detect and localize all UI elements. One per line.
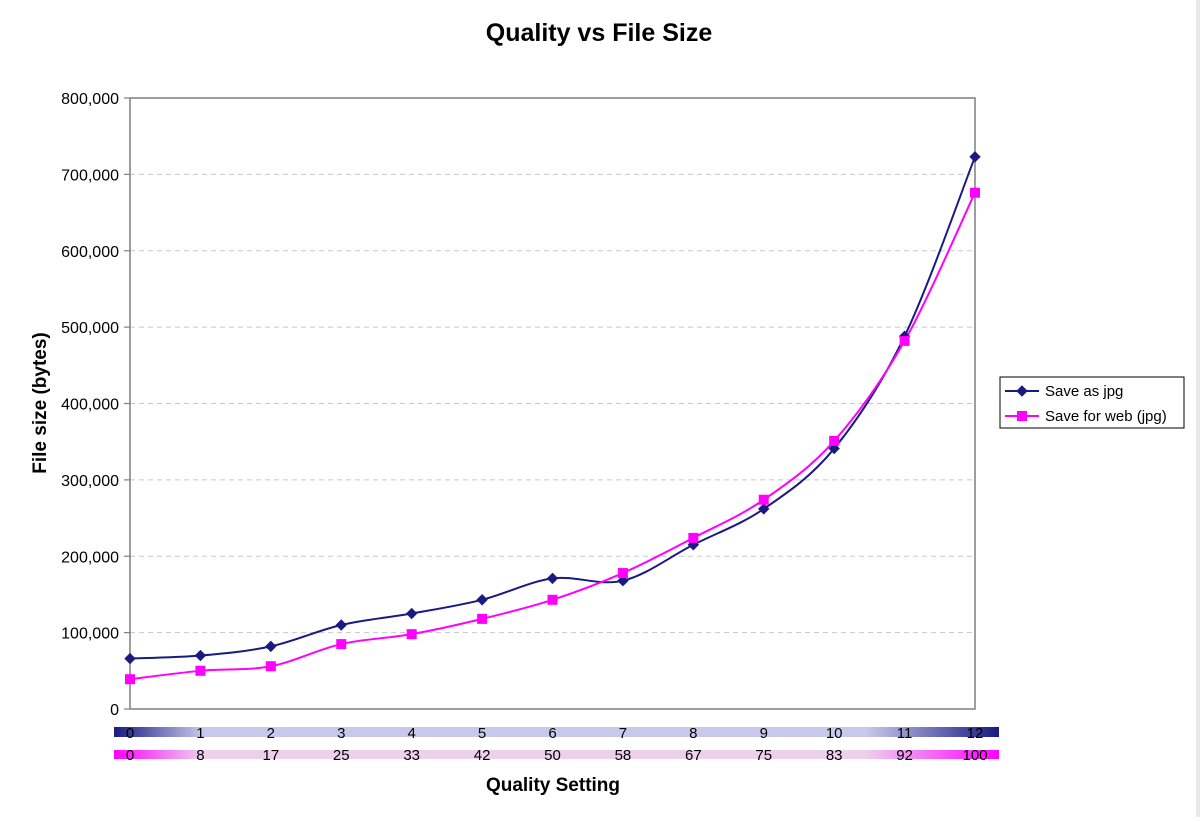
data-point [406,629,417,640]
data-point [476,594,488,606]
x-tick-label-secondary: 92 [896,747,913,764]
plot-area [129,97,976,710]
y-axis: 0 100,000 200,000 300,000 400,000 500,000 600,… [61,91,130,719]
x-tick-label-primary: 11 [897,725,913,742]
legend-marker [1017,411,1027,421]
data-point [336,639,347,650]
data-point [828,442,840,455]
x-tick-label-primary: 12 [967,725,984,742]
data-point [195,665,206,676]
legend: Save as jpg Save for web (jpg) [999,376,1185,429]
x-tick-label-secondary: 75 [755,747,772,764]
x-tick-label-secondary: 42 [474,747,491,764]
x-tick-label-primary: 8 [689,725,697,742]
x-tick-label-secondary: 8 [196,747,204,764]
y-tick-label: 800,000 [61,91,119,108]
x-tick-label-secondary: 58 [615,747,632,764]
series-layer [124,151,981,685]
data-point [617,574,629,587]
gridlines [130,173,975,634]
data-point [547,594,558,605]
x-tick-label-secondary: 100 [962,747,987,764]
y-tick-label: 600,000 [61,244,119,261]
data-point [124,652,136,665]
x-axis-primary-band [114,727,999,737]
x-tick-label-secondary: 17 [262,747,279,764]
data-point [899,335,910,346]
x-tick-label-secondary: 25 [333,747,350,764]
data-point [970,187,980,198]
right-edge-shadow [1196,0,1200,817]
x-tick-label-primary: 3 [337,725,345,742]
data-point [265,640,277,653]
y-axis-title: File size (bytes) [30,332,51,474]
x-tick-label-primary: 6 [548,725,556,742]
data-point [405,607,418,620]
y-tick-label: 100,000 [61,626,119,643]
data-point [688,532,699,543]
y-tick-label: 300,000 [61,473,119,490]
x-tick-label-primary: 1 [196,725,204,742]
x-tick-label-primary: 10 [826,725,843,742]
y-tick-label: 500,000 [61,320,119,337]
x-tick-label-primary: 4 [407,725,415,742]
y-tick-label: 0 [110,702,119,719]
x-tick-label-secondary: 50 [544,747,561,764]
y-tick-label: 200,000 [61,549,119,566]
legend-box [999,376,1185,429]
data-point [546,572,559,585]
x-tick-label-primary: 5 [478,725,486,742]
x-tick-label-secondary: 83 [826,747,843,764]
y-tick-label: 400,000 [61,397,119,414]
x-tick-label-secondary: 0 [126,747,134,764]
x-axis: 0 0 1 8 2 17 3 25 4 33 5 42 6 50 7 58 8 67 9 75 10 83 11 92 12 10… [126,725,988,764]
data-point [194,649,207,662]
data-point [265,661,276,672]
x-tick-label-primary: 0 [126,725,134,742]
data-point [125,674,135,685]
series-line [129,192,976,681]
data-point [617,568,628,579]
data-point [335,619,347,631]
data-point [758,503,770,515]
x-axis-secondary-band [114,750,999,759]
data-point [969,151,981,163]
data-point [758,494,769,505]
y-tick-label: 700,000 [61,167,119,184]
legend-label: Save as jpg [1045,383,1123,400]
x-tick-label-secondary: 33 [403,747,420,764]
legend-label: Save for web (jpg) [1045,408,1167,425]
legend-marker [1016,385,1028,397]
data-point [477,613,488,624]
data-point [829,435,840,446]
chart-title: Quality vs File Size [486,19,713,47]
x-tick-label-primary: 7 [619,725,627,742]
x-tick-label-primary: 9 [760,725,768,742]
x-tick-label-secondary: 67 [685,747,702,764]
x-tick-label-primary: 2 [267,725,275,742]
x-axis-title: Quality Setting [486,775,620,796]
